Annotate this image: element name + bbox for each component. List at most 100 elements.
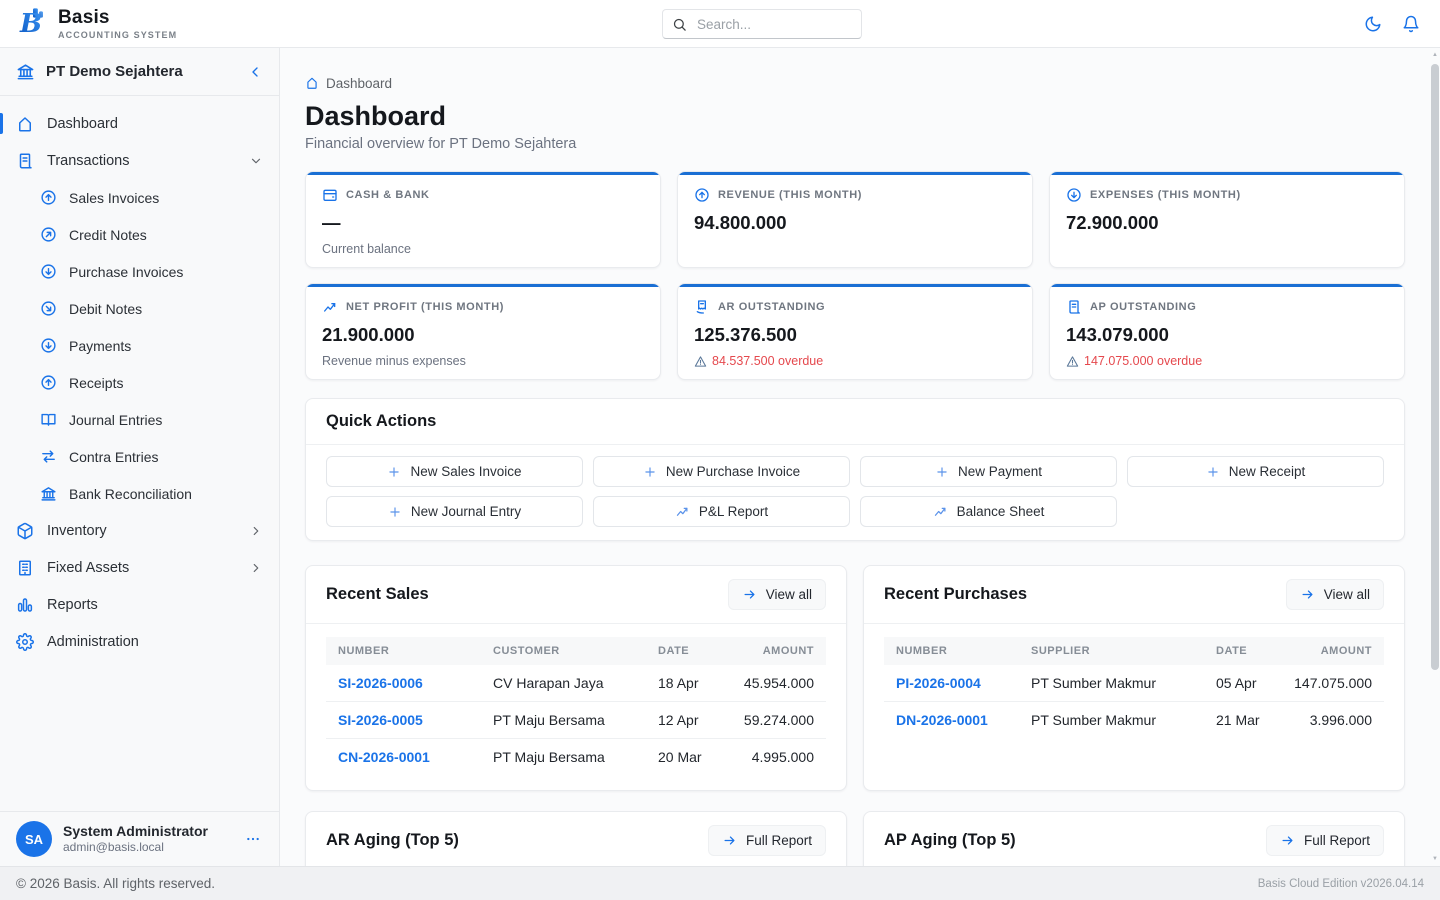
company-name: PT Demo Sejahtera bbox=[46, 63, 183, 80]
user-more-button[interactable] bbox=[243, 829, 263, 849]
table-row[interactable]: SI-2026-0006 CV Harapan Jaya 18 Apr 45.9… bbox=[326, 665, 826, 703]
kpi-value: 94.800.000 bbox=[694, 212, 787, 234]
kpi-card-ar-outstanding: AR OUTSTANDING 125.376.500 84.537.500 ov… bbox=[677, 283, 1033, 381]
ar-aging-panel: AR Aging (Top 5) Full Report bbox=[305, 811, 847, 866]
amount-cell: 45.954.000 bbox=[721, 665, 826, 703]
theme-toggle-button[interactable] bbox=[1362, 13, 1384, 35]
brand-tagline: ACCOUNTING SYSTEM bbox=[58, 29, 178, 40]
sidebar-item-bank-reconciliation[interactable]: Bank Reconciliation bbox=[0, 475, 279, 512]
new-sales-invoice-button[interactable]: New Sales Invoice bbox=[326, 456, 583, 488]
sidebar-item-label: Contra Entries bbox=[69, 448, 159, 465]
plus-icon bbox=[388, 505, 402, 519]
user-menu[interactable]: SA System Administrator admin@basis.loca… bbox=[0, 811, 279, 866]
arrow-up-circle-icon bbox=[40, 374, 57, 391]
ar-full-report-button[interactable]: Full Report bbox=[707, 825, 826, 857]
date-cell: 05 Apr bbox=[1204, 665, 1279, 703]
column-header: NUMBER bbox=[884, 637, 1019, 666]
sidebar-item-reports[interactable]: Reports bbox=[0, 586, 279, 623]
sidebar-item-inventory[interactable]: Inventory bbox=[0, 512, 279, 549]
supplier-cell: PT Sumber Makmur bbox=[1031, 712, 1156, 729]
document-link[interactable]: CN-2026-0001 bbox=[338, 749, 430, 766]
sidebar-item-dashboard[interactable]: Dashboard bbox=[0, 105, 279, 142]
new-purchase-invoice-button[interactable]: New Purchase Invoice bbox=[593, 456, 850, 488]
ap-full-report-button[interactable]: Full Report bbox=[1265, 825, 1384, 857]
chevron-left-icon[interactable] bbox=[247, 64, 263, 80]
copyright-text: © 2026 Basis. All rights reserved. bbox=[16, 876, 216, 891]
quick-actions-panel: Quick Actions New Sales Invoice New Purc… bbox=[305, 398, 1405, 542]
company-selector[interactable]: PT Demo Sejahtera bbox=[0, 48, 279, 96]
amount-cell: 4.995.000 bbox=[751, 749, 814, 766]
kpi-label: NET PROFIT (THIS MONTH) bbox=[346, 301, 505, 314]
scroll-up-arrow[interactable]: ▲ bbox=[1432, 52, 1438, 58]
kpi-label: CASH & BANK bbox=[346, 189, 430, 202]
document-link[interactable]: PI-2026-0004 bbox=[884, 665, 1019, 703]
arrow-right-icon bbox=[742, 587, 757, 602]
sidebar-item-payments[interactable]: Payments bbox=[0, 327, 279, 364]
book-open-icon bbox=[40, 411, 57, 428]
sidebar-item-sales-invoices[interactable]: Sales Invoices bbox=[0, 179, 279, 216]
scroll-down-arrow[interactable]: ▼ bbox=[1432, 856, 1438, 862]
kpi-label: EXPENSES (THIS MONTH) bbox=[1090, 189, 1241, 202]
new-receipt-button[interactable]: New Receipt bbox=[1127, 456, 1384, 488]
new-journal-entry-button[interactable]: New Journal Entry bbox=[326, 496, 583, 528]
chart-icon bbox=[933, 504, 948, 519]
sidebar-item-label: Purchase Invoices bbox=[69, 263, 184, 280]
sidebar-item-credit-notes[interactable]: Credit Notes bbox=[0, 216, 279, 253]
table-row[interactable]: CN-2026-0001 PT Maju Bersama 20 Mar 4.99… bbox=[326, 739, 826, 776]
bar-chart-icon bbox=[16, 596, 34, 614]
kpi-warning: 147.075.000 overdue bbox=[1066, 354, 1388, 368]
column-header: DATE bbox=[1204, 637, 1279, 666]
amount-cell: 147.075.000 bbox=[1279, 665, 1384, 703]
kpi-note: Current balance bbox=[322, 242, 411, 257]
sidebar-item-label: Transactions bbox=[47, 152, 130, 169]
brand-name: Basis bbox=[58, 6, 110, 28]
receivable-icon bbox=[694, 299, 710, 315]
kpi-grid: CASH & BANK — Current balance REVENUE (T… bbox=[305, 171, 1405, 381]
moon-icon bbox=[1364, 15, 1382, 33]
sidebar-item-fixed-assets[interactable]: Fixed Assets bbox=[0, 549, 279, 586]
sidebar-item-label: Receipts bbox=[69, 374, 124, 391]
table-row[interactable]: DN-2026-0001 PT Sumber Makmur 21 Mar 3.9… bbox=[884, 702, 1384, 739]
kpi-value: 21.900.000 bbox=[322, 324, 415, 346]
sidebar-item-receipts[interactable]: Receipts bbox=[0, 364, 279, 401]
table-row[interactable]: PI-2026-0004 PT Sumber Makmur 05 Apr 147… bbox=[884, 665, 1384, 703]
arrow-up-circle-icon bbox=[40, 189, 57, 206]
global-search[interactable] bbox=[662, 9, 862, 39]
wallet-icon bbox=[322, 187, 338, 203]
sidebar-item-purchase-invoices[interactable]: Purchase Invoices bbox=[0, 253, 279, 290]
pl-report-button[interactable]: P&L Report bbox=[593, 496, 850, 528]
notifications-button[interactable] bbox=[1400, 13, 1422, 35]
sidebar-item-debit-notes[interactable]: Debit Notes bbox=[0, 290, 279, 327]
plus-icon bbox=[935, 465, 949, 479]
avatar: SA bbox=[16, 821, 52, 857]
document-link[interactable]: SI-2026-0005 bbox=[326, 701, 481, 740]
sidebar-item-label: Debit Notes bbox=[69, 300, 143, 317]
main-content: Dashboard Dashboard Financial overview f… bbox=[280, 48, 1440, 866]
balance-sheet-button[interactable]: Balance Sheet bbox=[860, 496, 1117, 528]
sidebar-item-journal-entries[interactable]: Journal Entries bbox=[0, 401, 279, 438]
sidebar-item-administration[interactable]: Administration bbox=[0, 623, 279, 660]
scrollbar[interactable]: ▲ ▼ bbox=[1431, 50, 1439, 864]
date-cell: 21 Mar bbox=[1216, 712, 1260, 729]
arrow-right-icon bbox=[722, 833, 737, 848]
sidebar-item-contra-entries[interactable]: Contra Entries bbox=[0, 438, 279, 475]
search-input[interactable] bbox=[695, 15, 852, 33]
sidebar-nav: Dashboard Transactions Sales Invoices Cr… bbox=[0, 96, 279, 811]
kpi-card-ap-outstanding: AP OUTSTANDING 143.079.000 147.075.000 o… bbox=[1049, 283, 1405, 381]
view-all-sales-button[interactable]: View all bbox=[727, 579, 826, 611]
kpi-card-revenue: REVENUE (THIS MONTH) 94.800.000 bbox=[677, 171, 1033, 269]
document-link[interactable]: DN-2026-0001 bbox=[896, 712, 988, 729]
invoice-icon bbox=[1066, 299, 1082, 315]
new-payment-button[interactable]: New Payment bbox=[860, 456, 1117, 488]
sidebar-item-transactions[interactable]: Transactions bbox=[0, 142, 279, 179]
arrows-left-right-icon bbox=[40, 448, 57, 465]
ap-aging-panel: AP Aging (Top 5) Full Report bbox=[863, 811, 1405, 866]
table-row[interactable]: SI-2026-0005 PT Maju Bersama 12 Apr 59.2… bbox=[326, 701, 826, 740]
home-icon bbox=[16, 115, 34, 133]
bell-icon bbox=[1402, 15, 1420, 33]
breadcrumb-item[interactable]: Dashboard bbox=[326, 75, 393, 91]
view-all-purchases-button[interactable]: View all bbox=[1285, 579, 1384, 611]
app-footer: © 2026 Basis. All rights reserved. Basis… bbox=[0, 866, 1440, 900]
scrollbar-thumb[interactable] bbox=[1431, 64, 1439, 670]
document-link[interactable]: SI-2026-0006 bbox=[326, 665, 481, 703]
